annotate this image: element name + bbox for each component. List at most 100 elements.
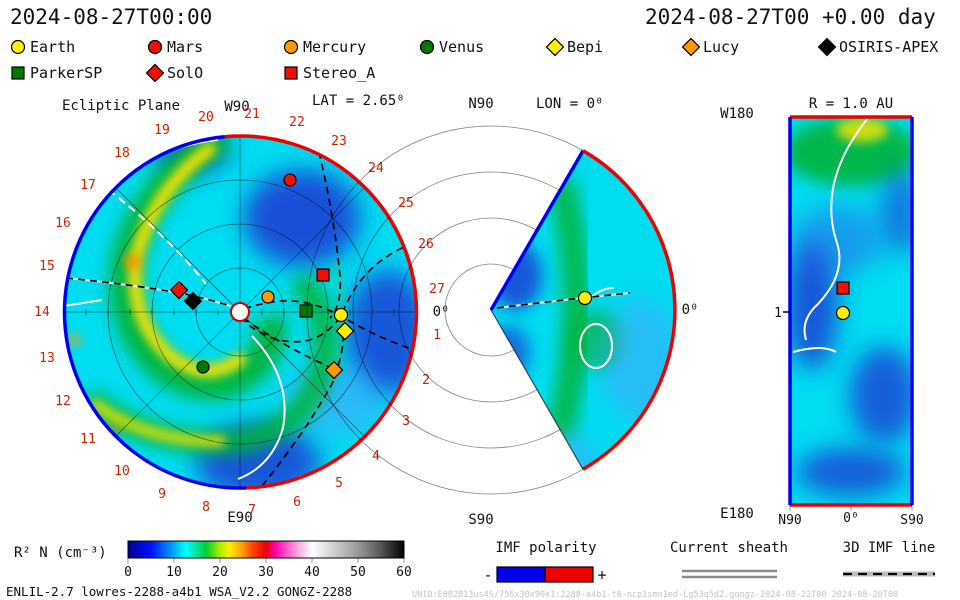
day-tick: 17 <box>80 178 96 193</box>
day-tick: 22 <box>289 115 305 130</box>
colorbar-tick: 60 <box>396 565 412 580</box>
day-tick: 8 <box>202 500 210 515</box>
day-tick: 23 <box>331 134 347 149</box>
osiris-apex-icon <box>817 37 837 57</box>
positive-polarity-arc <box>582 149 677 471</box>
meridional-labels: N90 LON = 0⁰ S90 0⁰ <box>468 96 698 528</box>
colorbar-gradient <box>127 540 405 559</box>
day-tick: 13 <box>39 351 55 366</box>
earth-marker <box>333 307 349 323</box>
plus-sign: + <box>597 566 606 584</box>
zero-longitude-label: 0⁰ <box>433 304 450 320</box>
day-tick: 24 <box>368 161 384 176</box>
legend-label: Earth <box>30 38 75 56</box>
negative-polarity-swatch <box>496 566 546 583</box>
timestamp-current: 2024-08-27T00:00 <box>10 5 212 29</box>
ecliptic-lat-label: LAT = 2.65⁰ <box>312 93 405 109</box>
lucy-icon <box>681 37 701 57</box>
footer: ENLIL-2.7 lowres-2288-a4b1 WSA_V2.2 GONG… <box>6 584 898 600</box>
meridional-imf-line <box>496 292 631 309</box>
legend-item-mars: Mars <box>147 38 203 56</box>
day-tick: 5 <box>335 476 343 491</box>
legend-item-stereo-a: Stereo_A <box>284 64 375 82</box>
radius-map-panel: R = 1.0 AU W180 E180 1 N90 0⁰ S90 <box>720 96 924 528</box>
radius-map-border <box>783 115 914 511</box>
day-tick: 11 <box>80 432 96 447</box>
model-run-info: ENLIL-2.7 lowres-2288-a4b1 WSA_V2.2 GONG… <box>6 584 352 599</box>
imf-line-legend: 3D IMF line <box>843 540 936 577</box>
day-tick: 9 <box>158 487 166 502</box>
day-tick: 19 <box>154 123 170 138</box>
legend-item-bepi: Bepi <box>545 37 603 57</box>
day-tick: 20 <box>198 110 214 125</box>
stereo-a-icon <box>284 66 298 80</box>
radius-map-markers <box>835 281 851 321</box>
day-tick: 15 <box>39 259 55 274</box>
earth-marker-meridional <box>577 290 593 306</box>
east-180-label: E180 <box>720 506 754 522</box>
ecliptic-labels: Ecliptic Plane LAT = 2.65⁰ W90 E90 0⁰ 1 … <box>34 93 449 526</box>
day-tick: 25 <box>398 196 414 211</box>
legend-label: SolO <box>167 64 203 82</box>
legend-item-osiris-apex: OSIRIS-APEX <box>817 37 938 57</box>
day-tick: 16 <box>55 216 71 231</box>
imf-line-label: 3D IMF line <box>843 540 936 556</box>
day-tick: 10 <box>114 464 130 479</box>
west-180-label: W180 <box>720 106 754 122</box>
colorbar-label: R² N (cm⁻³) <box>14 545 107 561</box>
imf-polarity-legend: IMF polarity - + <box>483 540 606 584</box>
minus-sign: - <box>483 566 492 584</box>
legend-item-venus: Venus <box>419 38 484 56</box>
ecliptic-panel: Ecliptic Plane LAT = 2.65⁰ W90 E90 0⁰ 1 … <box>34 93 449 526</box>
mars-marker <box>283 173 297 187</box>
imf-polarity-label: IMF polarity <box>495 540 596 556</box>
legend-label: Stereo_A <box>303 64 375 82</box>
day-tick: 2 <box>422 373 430 388</box>
meridional-lon-label: LON = 0⁰ <box>536 96 603 112</box>
meridional-colormap <box>491 150 675 470</box>
colorbar-tick: 10 <box>166 565 182 580</box>
solo-marker <box>169 280 189 300</box>
osiris-apex-marker <box>183 291 203 311</box>
legend-item-lucy: Lucy <box>681 37 739 57</box>
radius-map-labels: R = 1.0 AU W180 E180 1 N90 0⁰ S90 <box>720 96 924 528</box>
legend-item-parkersp: ParkerSP <box>11 64 102 82</box>
colorbar: R² N (cm⁻³) 0 10 20 30 40 50 60 <box>14 540 412 580</box>
day-tick: 18 <box>114 146 130 161</box>
legend-label: ParkerSP <box>30 64 102 82</box>
legend-label: Mars <box>167 38 203 56</box>
earth-icon <box>10 39 26 55</box>
west-limb-label: W90 <box>224 99 249 115</box>
legend-item-earth: Earth <box>10 38 75 56</box>
lat-axis-s90: S90 <box>900 513 923 528</box>
ecliptic-markers <box>169 173 355 380</box>
day-tick: 6 <box>293 495 301 510</box>
legend-label: Lucy <box>703 38 739 56</box>
lucy-marker <box>324 360 344 380</box>
parkersp-icon <box>11 66 25 80</box>
day-tick: 21 <box>244 107 260 122</box>
solo-icon <box>145 63 165 83</box>
day-tick: 3 <box>402 414 410 429</box>
north-pole-label: N90 <box>468 96 493 112</box>
bepi-icon <box>545 37 565 57</box>
day-tick: 12 <box>55 394 71 409</box>
legend-label: Mercury <box>303 38 366 56</box>
east-limb-label: E90 <box>227 510 252 526</box>
legend-label: Bepi <box>567 38 603 56</box>
radius-axis-tick: 1 <box>774 306 782 321</box>
object-legend: Earth Mars Mercury Venus Bepi Lucy OSIRI… <box>10 37 938 83</box>
earth-marker-map <box>835 305 851 321</box>
legend-label: Venus <box>439 38 484 56</box>
south-pole-label: S90 <box>468 512 493 528</box>
current-sheath-legend: Current sheath <box>670 540 788 579</box>
run-id-watermark: UNID:E0B2B13us4S/756x30x90x1:2288-a4b1-t… <box>412 590 898 600</box>
lat-axis-n90: N90 <box>778 513 801 528</box>
colorbar-tick: 30 <box>258 565 274 580</box>
legend-item-solo: SolO <box>145 63 203 83</box>
current-sheath-label: Current sheath <box>670 540 788 556</box>
colorbar-tick: 0 <box>124 565 132 580</box>
ecliptic-title: Ecliptic Plane <box>62 98 180 114</box>
colorbar-tick: 20 <box>212 565 228 580</box>
